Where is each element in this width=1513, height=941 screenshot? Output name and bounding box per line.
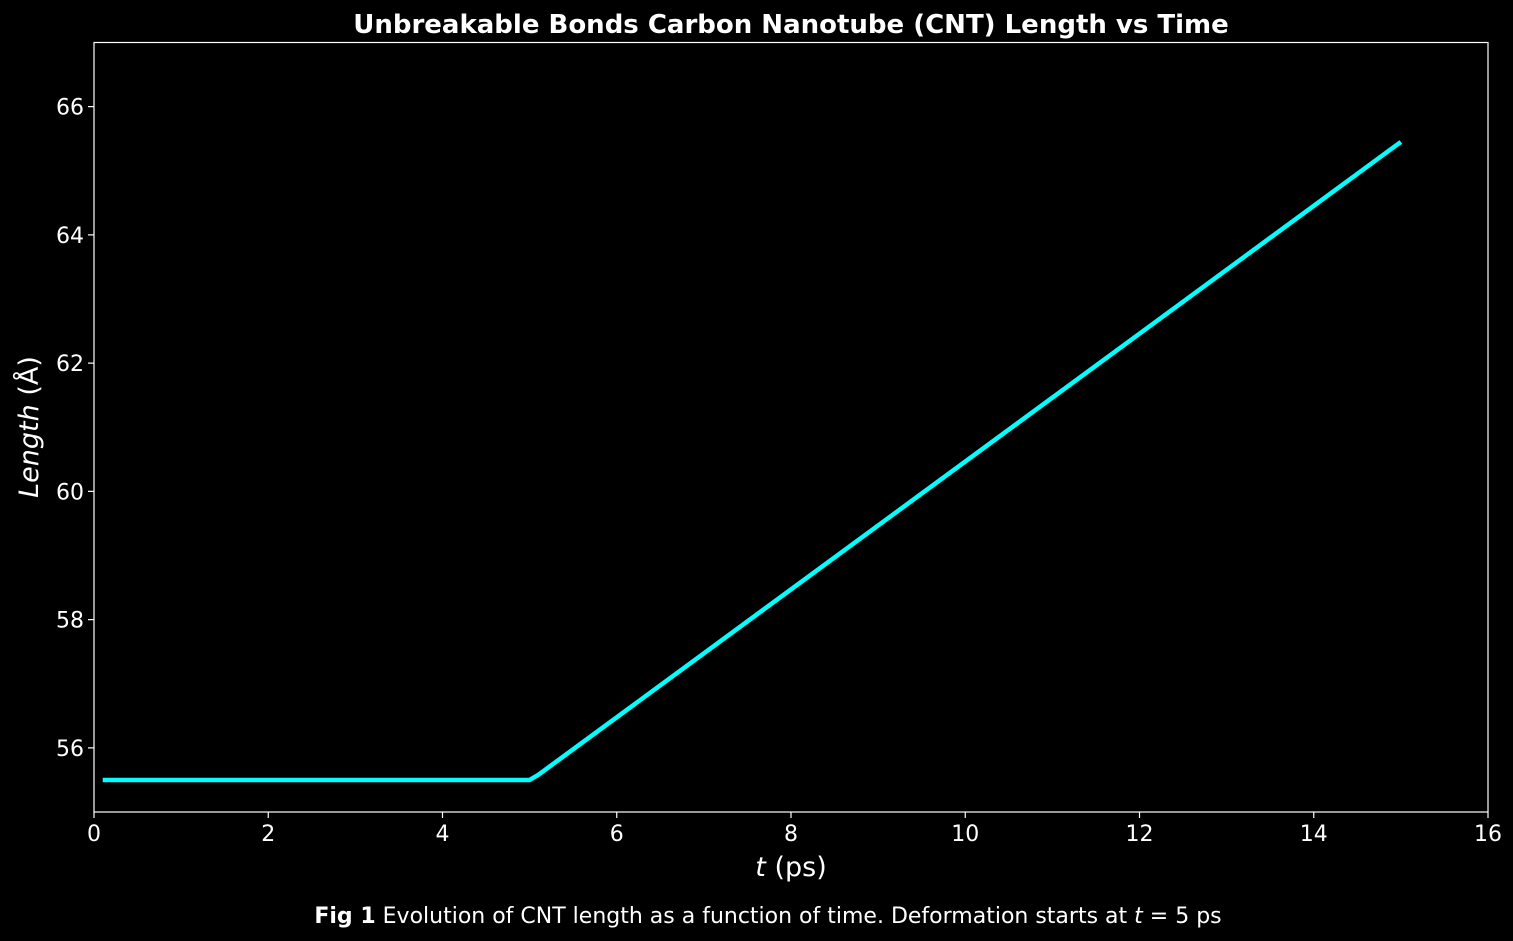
x-tick-label: 2	[261, 822, 275, 847]
y-tick-label: 64	[56, 224, 84, 249]
y-axis-label: Length (Å)	[13, 356, 45, 498]
x-tick-label: 8	[784, 822, 798, 847]
x-tick-label: 12	[1126, 822, 1154, 847]
y-tick-label: 66	[56, 96, 84, 121]
x-axis-unit: (ps)	[774, 852, 826, 883]
x-axis-variable: t	[755, 852, 767, 883]
chart-title: Unbreakable Bonds Carbon Nanotube (CNT) …	[353, 10, 1229, 40]
figure-caption: Fig 1 Evolution of CNT length as a funct…	[314, 904, 1221, 929]
caption-text-end: = 5 ps	[1143, 904, 1222, 929]
x-tick-label: 6	[610, 822, 624, 847]
plot-area-frame	[93, 41, 1489, 813]
y-tick-label: 62	[56, 352, 84, 377]
y-axis-variable: Length	[14, 404, 45, 498]
y-tick-label: 58	[56, 609, 84, 634]
series-line	[102, 140, 1403, 783]
x-axis-label: t (ps)	[755, 852, 826, 883]
x-tick-label: 4	[436, 822, 450, 847]
y-tick-label: 56	[56, 737, 84, 762]
x-tick-label: 16	[1474, 822, 1502, 847]
x-tick-label: 14	[1300, 822, 1328, 847]
caption-text: Evolution of CNT length as a function of…	[376, 904, 1134, 929]
x-tick-label: 10	[951, 822, 979, 847]
x-tick-label: 0	[87, 822, 101, 847]
x-axis-ticks: 0 2 4 6 8 10 12 14 16	[87, 812, 1502, 847]
y-tick-label: 60	[56, 480, 84, 505]
caption-label: Fig 1	[314, 904, 375, 929]
y-axis-unit: (Å)	[13, 356, 45, 396]
series-layer	[102, 140, 1403, 783]
caption-variable: t	[1134, 904, 1144, 929]
y-axis-ticks: 56 58 60 62 64 66	[56, 96, 94, 762]
